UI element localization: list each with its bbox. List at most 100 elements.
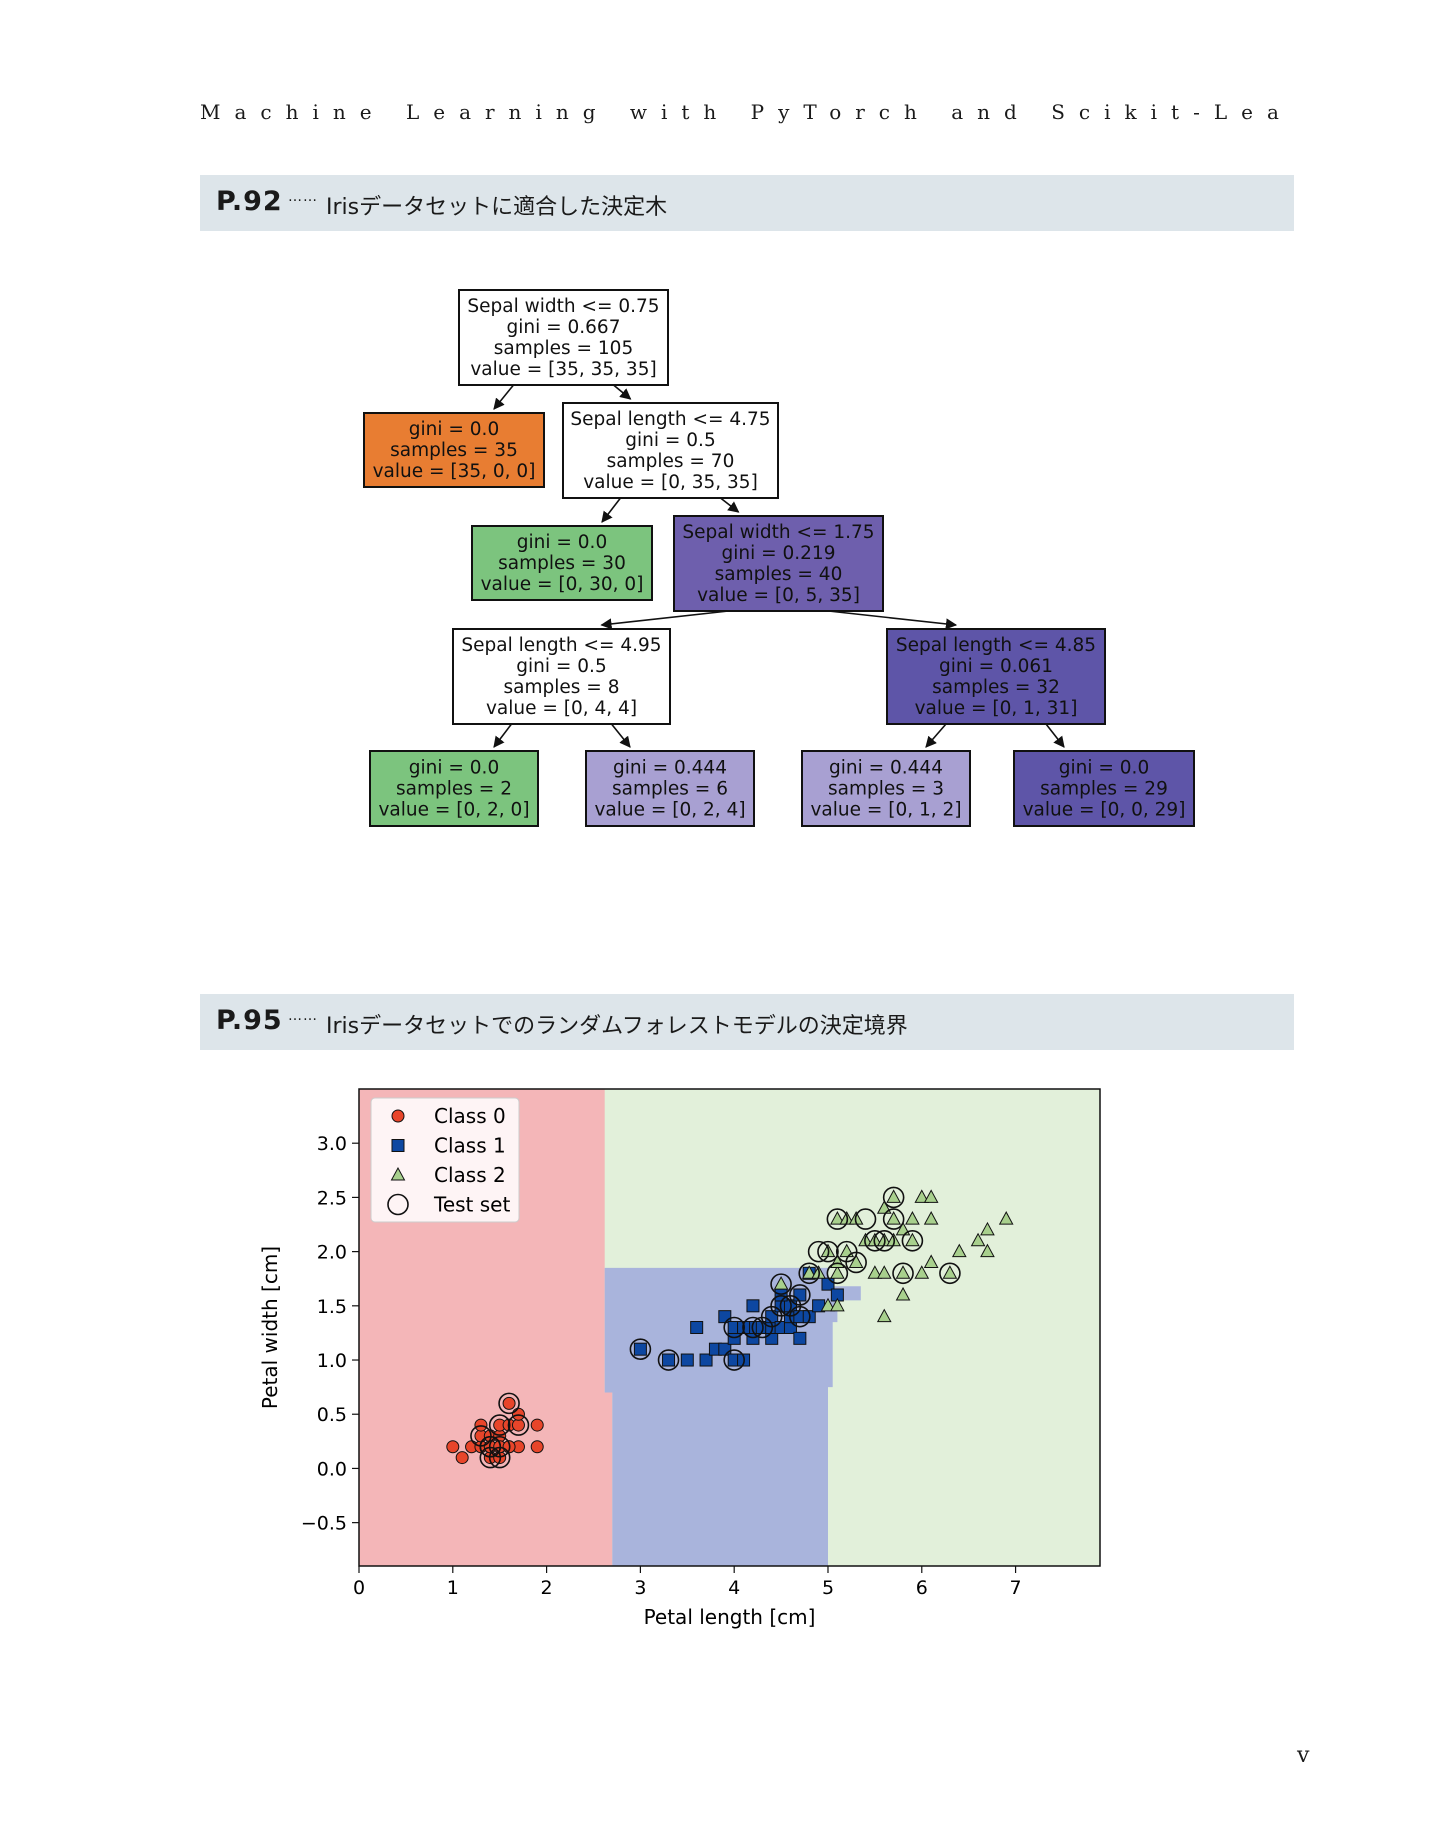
point-class-1 xyxy=(746,1331,760,1345)
point-class-1 xyxy=(633,1342,647,1356)
point-test-set xyxy=(892,1262,914,1285)
tree-edge-arrow xyxy=(600,610,729,630)
tree-node-text: value = [0, 30, 0] xyxy=(481,574,644,595)
tree-node-text: samples = 29 xyxy=(1040,779,1168,800)
point-class-2 xyxy=(876,1308,892,1323)
tree-edge-arrow xyxy=(610,723,631,748)
point-class-1 xyxy=(699,1353,713,1367)
x-tick-label: 1 xyxy=(447,1577,459,1599)
tree-node-text: gini = 0.444 xyxy=(829,758,943,779)
point-test-set xyxy=(826,1208,849,1230)
x-tick-label: 3 xyxy=(634,1577,646,1599)
tree-node-text: value = [0, 35, 35] xyxy=(583,472,758,493)
point-test-set xyxy=(657,1349,680,1371)
point-test-set xyxy=(770,1273,792,1295)
point-test-set xyxy=(629,1338,652,1360)
point-class-2 xyxy=(390,1166,406,1181)
tree-node-text: value = [0, 2, 0] xyxy=(378,800,529,821)
point-class-2 xyxy=(923,1254,939,1268)
section-header-p95: P.95 …… Irisデータセットでのランダムフォレストモデルの決定境界 xyxy=(200,994,1294,1050)
x-tick-label: 0 xyxy=(353,1577,365,1599)
tree-node-text: value = [35, 35, 35] xyxy=(470,359,656,380)
tree-node-text: samples = 40 xyxy=(715,564,843,585)
tree-node-box xyxy=(363,412,545,488)
point-class-2 xyxy=(914,1265,930,1279)
point-test-set xyxy=(387,1193,409,1216)
point-class-2 xyxy=(886,1211,901,1225)
point-class-1 xyxy=(765,1310,779,1324)
tree-node-text: samples = 30 xyxy=(498,553,626,574)
tree-node-text: gini = 0.0 xyxy=(409,419,499,440)
legend: Class 0 Class 1 Class 2 Test set xyxy=(370,1097,520,1223)
point-class-2 xyxy=(914,1189,930,1203)
y-tick-label: 1.5 xyxy=(317,1296,347,1318)
tree-node-text: gini = 0.0 xyxy=(409,758,499,779)
point-class-0 xyxy=(493,1429,507,1443)
point-class-1 xyxy=(774,1288,788,1302)
tree-node-text: value = [0, 1, 2] xyxy=(810,800,961,821)
tree-node-box xyxy=(1013,750,1195,827)
point-class-2 xyxy=(876,1265,892,1279)
legend-label: Class 2 xyxy=(434,1163,506,1187)
tree-node-text: samples = 3 xyxy=(828,779,944,800)
point-class-2 xyxy=(998,1211,1014,1225)
point-test-set xyxy=(770,1295,792,1317)
tree-node-text: samples = 105 xyxy=(494,338,633,359)
point-class-2 xyxy=(980,1221,995,1236)
point-class-1 xyxy=(783,1321,797,1334)
tree-node-box xyxy=(673,515,884,612)
point-class-1 xyxy=(793,1288,807,1302)
point-test-set xyxy=(854,1208,877,1230)
point-test-set xyxy=(488,1414,511,1436)
tree-node-text: gini = 0.061 xyxy=(939,656,1053,677)
point-class-1 xyxy=(765,1331,779,1345)
point-class-2 xyxy=(905,1211,920,1225)
point-test-set xyxy=(479,1435,502,1458)
point-class-0 xyxy=(455,1451,469,1465)
tree-node-text: Sepal length <= 4.75 xyxy=(570,409,770,430)
tree-edge-arrow xyxy=(601,497,622,523)
tree-node-text: samples = 2 xyxy=(396,779,512,800)
tree-node-box xyxy=(369,750,539,827)
tree-node-box xyxy=(585,750,755,827)
point-class-1 xyxy=(391,1139,405,1152)
point-class-0 xyxy=(530,1440,544,1454)
section-leader-dots: …… xyxy=(288,1008,318,1024)
tree-edge-arrow xyxy=(925,723,947,748)
point-class-1 xyxy=(680,1353,694,1367)
x-tick-label: 4 xyxy=(728,1577,740,1599)
point-class-2 xyxy=(886,1189,901,1203)
point-class-1 xyxy=(690,1321,704,1334)
section-header-p92: P.92 …… Irisデータセットに適合した決定木 xyxy=(200,175,1294,231)
point-class-2 xyxy=(980,1243,995,1258)
point-class-2 xyxy=(830,1297,845,1312)
point-class-2 xyxy=(820,1297,836,1312)
x-tick-label: 2 xyxy=(541,1577,553,1599)
point-class-0 xyxy=(511,1407,525,1421)
point-class-2 xyxy=(895,1286,911,1301)
point-class-2 xyxy=(942,1265,958,1279)
point-class-0 xyxy=(474,1418,488,1432)
point-class-2 xyxy=(970,1232,986,1247)
point-test-set xyxy=(845,1251,867,1274)
point-class-2 xyxy=(830,1211,845,1225)
tree-node-text: Sepal width <= 0.75 xyxy=(467,296,659,317)
axes: 0 1 2 3 4 5 6 7 −0.5 0.0 0.5 1.0 1.5 2.0 2.5 3.0 Petal l… xyxy=(258,1133,1022,1629)
tree-node-box xyxy=(452,628,671,725)
running-head: Machine Learning with PyTorch and Scikit… xyxy=(200,100,1280,124)
point-class-1 xyxy=(662,1353,676,1367)
point-class-1 xyxy=(793,1331,807,1345)
point-test-set xyxy=(882,1208,905,1230)
point-test-set xyxy=(807,1240,830,1263)
tree-node-text: gini = 0.0 xyxy=(517,532,607,553)
tree-node-text: value = [0, 2, 4] xyxy=(594,800,745,821)
x-tick-label: 5 xyxy=(822,1577,834,1599)
tree-edges xyxy=(493,384,1065,748)
